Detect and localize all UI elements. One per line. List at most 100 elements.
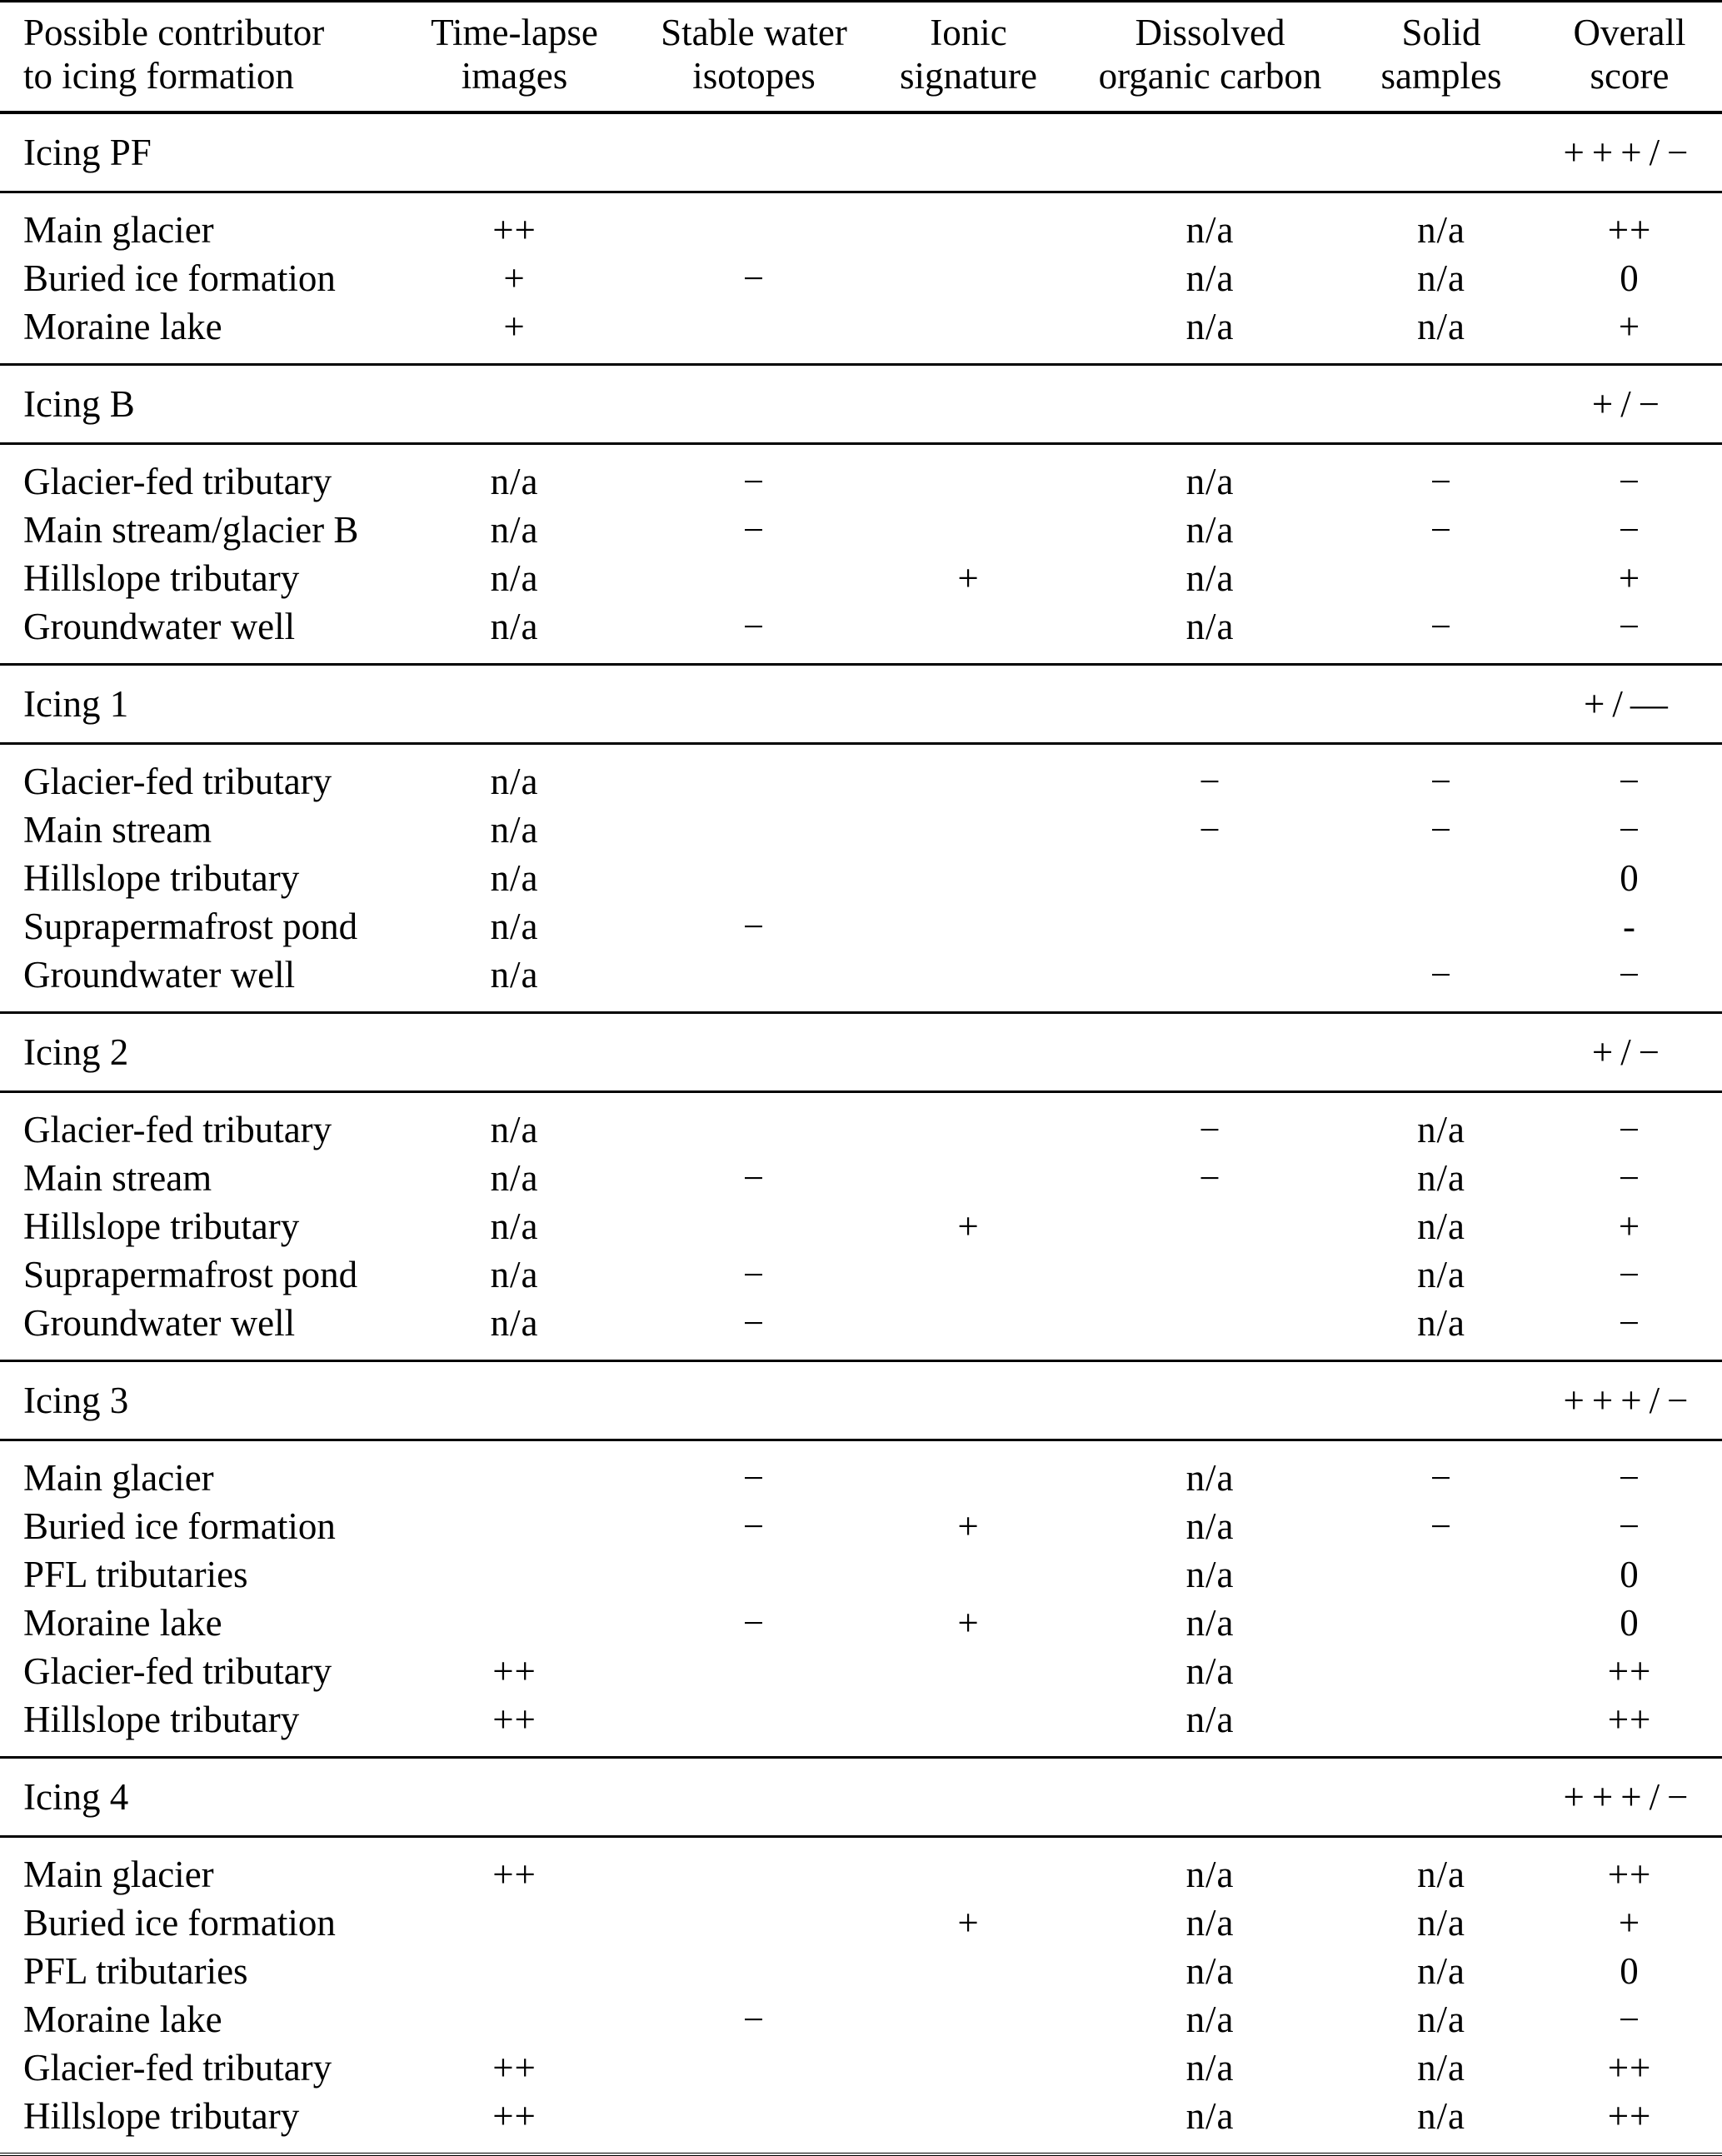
doc-cell: n/a: [1185, 209, 1235, 251]
ionic-cell: [862, 1947, 1075, 1995]
doc-cell: n/a: [1185, 1650, 1235, 1692]
contributor-cell: Glacier-fed tributary: [23, 461, 332, 502]
time-lapse-cell: [383, 1550, 646, 1599]
table-row: Buried ice formation + n/a n/a +: [0, 1899, 1722, 1947]
col-header-dissolved-organic-carbon: Dissolved organic carbon: [1075, 1, 1345, 114]
doc-cell: n/a: [1185, 1950, 1235, 1992]
col-header-line: samples: [1380, 55, 1502, 97]
contributor-cell: Main glacier: [23, 1854, 214, 1895]
ionic-cell: [862, 1837, 1075, 1899]
isotopes-cell: [646, 1647, 862, 1695]
section-title: Icing 3: [0, 1360, 383, 1441]
isotopes-cell: −: [742, 1254, 766, 1295]
time-lapse-cell: ++: [492, 1650, 537, 1692]
solid-samples-cell: n/a: [1417, 2095, 1465, 2137]
section-spacer: [383, 1011, 1537, 1093]
doc-cell: n/a: [1185, 1554, 1235, 1595]
table-row: Hillslope tributary ++ n/a ++: [0, 1695, 1722, 1758]
overall-cell: −: [1618, 509, 1641, 551]
ionic-cell: [862, 1154, 1075, 1202]
col-header-line: organic carbon: [1098, 55, 1322, 97]
solid-samples-cell: n/a: [1417, 306, 1465, 347]
solid-samples-cell: [1345, 1550, 1537, 1599]
contributor-cell: Glacier-fed tributary: [23, 1650, 332, 1692]
overall-cell: −: [1618, 1457, 1641, 1499]
contributor-cell: Hillslope tributary: [23, 1205, 300, 1247]
section-header-row: Icing PF +++/−: [0, 111, 1722, 193]
contributor-cell: Main glacier: [23, 209, 214, 251]
ionic-cell: [862, 2044, 1075, 2092]
solid-samples-cell: n/a: [1417, 1254, 1465, 1295]
isotopes-cell: −: [742, 1457, 766, 1499]
solid-samples-cell: −: [1430, 809, 1453, 851]
contributor-cell: Glacier-fed tributary: [23, 2047, 332, 2089]
solid-samples-cell: n/a: [1417, 2047, 1465, 2089]
time-lapse-cell: n/a: [490, 509, 539, 551]
contributor-cell: Main stream/glacier B: [23, 509, 359, 551]
isotopes-cell: [646, 302, 862, 365]
overall-cell: −: [1618, 1999, 1641, 2040]
solid-samples-cell: −: [1430, 461, 1453, 502]
contributor-cell: PFL tributaries: [23, 1950, 248, 1992]
contributor-cell: Groundwater well: [23, 1302, 296, 1344]
table-row: Hillslope tributary ++ n/a n/a ++: [0, 2092, 1722, 2154]
ionic-cell: [862, 192, 1075, 255]
isotopes-cell: [646, 1899, 862, 1947]
ionic-cell: +: [957, 1205, 980, 1247]
isotopes-cell: [646, 1550, 862, 1599]
overall-cell: 0: [1620, 1950, 1640, 1992]
section-overall-score: +/−: [1537, 363, 1722, 445]
time-lapse-cell: [383, 1995, 646, 2044]
time-lapse-cell: n/a: [490, 954, 539, 996]
time-lapse-cell: ++: [492, 209, 537, 251]
contributor-cell: Hillslope tributary: [23, 2095, 300, 2137]
contributor-cell: Buried ice formation: [23, 257, 336, 299]
time-lapse-cell: [383, 1899, 646, 1947]
section-overall-score: +++/−: [1537, 1360, 1722, 1441]
table-row: Suprapermafrost pond n/a − n/a −: [0, 1250, 1722, 1299]
solid-samples-cell: −: [1430, 1457, 1453, 1499]
col-header-line: isotopes: [692, 55, 816, 97]
overall-cell: -: [1623, 906, 1636, 947]
doc-cell: [1075, 854, 1345, 902]
contributor-cell: Hillslope tributary: [23, 1699, 300, 1740]
isotopes-cell: [646, 951, 862, 1013]
time-lapse-cell: [383, 1947, 646, 1995]
time-lapse-cell: [383, 1440, 646, 1503]
doc-cell: −: [1199, 1109, 1221, 1150]
table-row: PFL tributaries n/a n/a 0: [0, 1947, 1722, 1995]
section-spacer: [383, 1360, 1537, 1441]
col-header-line: Possible contributor: [23, 12, 325, 53]
table-row: Hillslope tributary n/a + n/a +: [0, 554, 1722, 602]
table-row: Main stream n/a − − n/a −: [0, 1154, 1722, 1202]
section-spacer: [383, 663, 1537, 745]
doc-cell: n/a: [1185, 509, 1235, 551]
ionic-cell: [862, 506, 1075, 554]
doc-cell: n/a: [1185, 1902, 1235, 1944]
overall-cell: +: [1618, 306, 1641, 347]
isotopes-cell: [646, 1202, 862, 1250]
col-header-line: Solid: [1401, 12, 1481, 53]
overall-cell: 0: [1620, 1554, 1640, 1595]
contributor-cell: Suprapermafrost pond: [23, 906, 358, 947]
isotopes-cell: [646, 554, 862, 602]
ionic-cell: [862, 1299, 1075, 1361]
overall-cell: +: [1618, 1902, 1641, 1944]
contributor-cell: Moraine lake: [23, 306, 222, 347]
overall-cell: −: [1618, 1505, 1641, 1547]
section-title: Icing PF: [0, 111, 383, 193]
overall-cell: ++: [1607, 2047, 1652, 2089]
isotopes-cell: −: [742, 906, 766, 947]
table-row: Glacier-fed tributary n/a − − −: [0, 744, 1722, 806]
solid-samples-cell: [1345, 1599, 1537, 1647]
table-row: Glacier-fed tributary ++ n/a ++: [0, 1647, 1722, 1695]
table-row: Main stream n/a − − −: [0, 806, 1722, 854]
overall-cell: ++: [1607, 1650, 1652, 1692]
time-lapse-cell: n/a: [490, 761, 539, 802]
section-header-row: Icing 3 +++/−: [0, 1360, 1722, 1441]
time-lapse-cell: ++: [492, 2047, 537, 2089]
contributor-cell: Glacier-fed tributary: [23, 761, 332, 802]
time-lapse-cell: [383, 1502, 646, 1550]
overall-cell: −: [1618, 761, 1641, 802]
solid-samples-cell: n/a: [1417, 1999, 1465, 2040]
